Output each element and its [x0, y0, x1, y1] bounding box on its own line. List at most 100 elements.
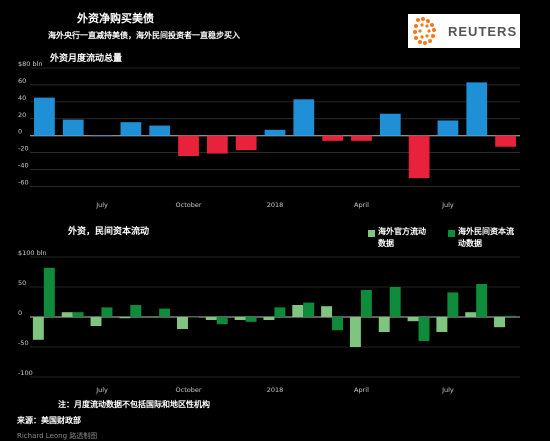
chart1-bar — [293, 99, 315, 136]
logo-dot — [420, 23, 424, 27]
chart2-bar-private — [332, 317, 344, 331]
legend-private-line1: 海外民间资本流 — [458, 227, 514, 236]
chart1-ytick-label: 20 — [18, 111, 26, 119]
chart2-bar-private — [43, 267, 55, 317]
chart2-ytick-label: 50 — [18, 279, 26, 287]
chart2-bar-official — [177, 317, 188, 329]
chart2-bar-official — [205, 317, 217, 320]
chart2-bar-official — [148, 316, 160, 317]
chart1-bar — [235, 135, 257, 151]
chart1-ytick-label: 40 — [18, 94, 26, 102]
credit-line: Richard Leong 路透制图 — [17, 432, 98, 440]
chart2-bar-private — [360, 290, 372, 317]
chart2-bar-official — [321, 306, 333, 317]
chart1-bar — [149, 125, 171, 136]
chart2-bar-private — [274, 307, 286, 317]
chart1-bar — [379, 113, 401, 136]
chart1-bar — [91, 135, 113, 137]
page-subtitle: 海外央行一直减持美债，海外民间投资者一直稳步买入 — [48, 31, 240, 40]
chart1-ytick-label: -40 — [18, 162, 29, 170]
chart2-bar-private — [72, 312, 84, 317]
reuters-logo-icon — [413, 17, 436, 45]
chart1-bar — [206, 135, 228, 154]
logo-dot — [413, 30, 417, 34]
chart2-bar-private — [159, 308, 171, 317]
logo-dot — [430, 23, 434, 27]
logo-dot — [423, 41, 427, 45]
legend-swatch-private — [448, 230, 455, 237]
chart2-bar-official — [61, 312, 73, 317]
legend-swatch-official — [368, 230, 375, 237]
logo-dot — [427, 29, 431, 33]
logo-text: REUTERS — [448, 24, 518, 39]
chart1-xtick-label: April — [354, 201, 369, 209]
logo-dot — [425, 34, 429, 38]
chart2-bar-official — [494, 317, 506, 328]
chart2-bar-private — [389, 287, 401, 317]
chart2-bar-private — [130, 305, 142, 317]
chart2-bar-official — [32, 317, 44, 340]
chart1-bar — [437, 120, 459, 136]
chart1-title: 外资月度流动总量 — [50, 54, 123, 64]
chart2-bar-private — [303, 302, 315, 317]
logo-dot — [418, 40, 422, 44]
chart1-bar — [120, 122, 142, 136]
legend-private: 海外民间资本流 动数据 — [458, 226, 514, 250]
logo-dot — [425, 24, 429, 28]
chart1-bar — [62, 119, 84, 136]
logo-dot — [426, 19, 430, 23]
chart2-bar-official — [465, 312, 477, 317]
chart2-bar-private — [245, 317, 257, 322]
logo-dot — [421, 17, 425, 21]
logo-dot — [416, 18, 420, 22]
chart1-bar — [178, 135, 199, 157]
chart1-bar — [322, 135, 344, 141]
chart2-xtick-label: 2018 — [267, 386, 284, 394]
chart2-ytick-label: -50 — [18, 339, 29, 347]
chart1-ytick-label: -60 — [18, 179, 29, 187]
chart2-bar-private — [216, 317, 228, 325]
chart2-bar-private — [447, 292, 459, 317]
chart2-bar-private — [101, 307, 113, 317]
chart1-bar — [408, 135, 430, 179]
chart2-ytick-label: $100 bln — [18, 249, 47, 257]
chart1-xtick-label: July — [95, 201, 108, 209]
chart1-xtick-label: October — [176, 201, 202, 209]
chart2-bar-private — [187, 317, 199, 318]
chart2-bar-official — [263, 317, 275, 320]
chart1-ytick-label: $80 bln — [18, 60, 43, 68]
chart2-bar-official — [349, 317, 361, 347]
chart1-xtick-label: 2018 — [267, 201, 284, 209]
reuters-logo — [408, 14, 520, 48]
chart1-bar — [34, 97, 55, 136]
legend-official-line2: 数据 — [378, 239, 394, 248]
logo-dot — [432, 28, 436, 32]
chart1-bar — [351, 135, 372, 141]
source-line: 来源：美国财政部 — [17, 416, 81, 425]
chart2-bar-official — [378, 317, 390, 332]
chart2-bar-official — [407, 317, 419, 322]
legend-official-line1: 海外官方流动 — [378, 227, 426, 236]
logo-dot — [414, 24, 418, 28]
chart2-xtick-label: July — [95, 386, 108, 394]
logo-dot — [431, 34, 435, 38]
page-title: 外资净购买美债 — [77, 12, 154, 25]
logo-dot — [428, 39, 432, 43]
chart1-bar — [466, 82, 488, 136]
chart2-bar-official — [90, 317, 102, 326]
chart2-xtick-label: April — [354, 386, 369, 394]
chart2-xtick-label: July — [441, 386, 454, 394]
legend-private-line2: 动数据 — [458, 239, 482, 248]
chart1-bar — [264, 129, 286, 136]
logo-dot — [420, 35, 424, 39]
chart1-xtick-label: July — [441, 201, 454, 209]
chart2-bar-official — [234, 317, 246, 320]
chart2-bar-official — [292, 305, 304, 317]
chart2-bar-private — [505, 315, 516, 317]
footnote: 注：月度流动数据不包括国际和地区性机构 — [58, 400, 210, 409]
chart2-bar-private — [476, 284, 488, 317]
legend-official: 海外官方流动 数据 — [378, 226, 426, 250]
chart1-ytick-label: -20 — [18, 145, 29, 153]
chart2-title: 外资，民间资本流动 — [68, 227, 150, 237]
